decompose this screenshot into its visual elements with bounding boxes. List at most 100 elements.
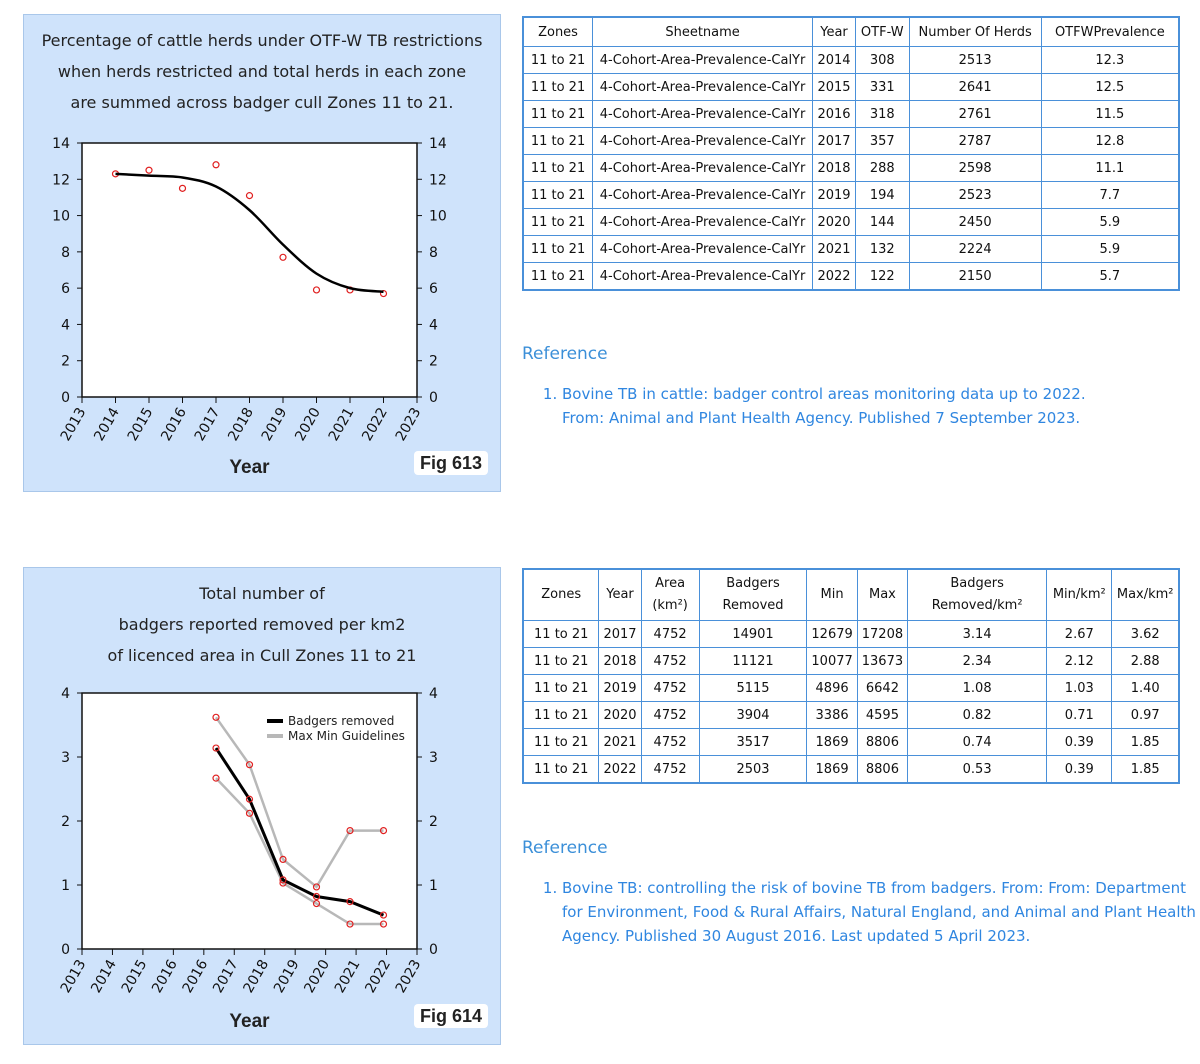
data-point <box>279 855 287 863</box>
x-axis-label: Year <box>229 1011 270 1032</box>
column-header: Min <box>806 568 858 621</box>
table-row: 11 to 21 4-Cohort-Area-Prevalence-CalYr 20… <box>522 181 1180 209</box>
guideline-line-max <box>214 716 384 889</box>
table-cell: 2021 <box>598 728 642 756</box>
x-tick-label: 2016 <box>149 957 181 996</box>
table-cell: 0.39 <box>1046 755 1113 784</box>
data-point <box>245 809 254 817</box>
table-cell: 132 <box>854 235 910 263</box>
data-point <box>346 827 354 835</box>
table-cell: 4752 <box>640 647 700 675</box>
y-tick-label-right: 10 <box>429 209 447 225</box>
table-cell: 1.08 <box>907 674 1048 702</box>
table-header-row: Zones Year Area (km²) Badgers Removed Min Max… <box>522 568 1180 621</box>
table-cell: 2787 <box>908 127 1042 155</box>
data-point <box>212 774 220 782</box>
x-tick-label: 2014 <box>88 957 120 996</box>
data-point <box>145 166 153 174</box>
table-cell: 11 to 21 <box>522 755 600 784</box>
table-cell: 3386 <box>806 701 858 729</box>
y-tick-label-right: 3 <box>429 750 438 766</box>
table-cell: 11 to 21 <box>522 181 594 209</box>
table-cell: 2015 <box>812 73 856 101</box>
table-cell: 14901 <box>698 620 808 648</box>
table-cell: 11.1 <box>1040 154 1180 182</box>
legend-label: Max Min Guidelines <box>288 729 405 743</box>
y-tick-label-left: 14 <box>52 136 70 152</box>
table-cell: 2018 <box>812 154 856 182</box>
y-tick-label-right: 4 <box>429 317 438 333</box>
x-tick-label: 2021 <box>332 957 364 996</box>
table-cell: 11 to 21 <box>522 46 594 74</box>
table-cell: 2018 <box>598 647 642 675</box>
chart-panel-fig614: Total number of badgers reported removed… <box>23 567 501 1045</box>
table-cell: 4-Cohort-Area-Prevalence-CalYr <box>592 154 814 182</box>
table-cell: 2014 <box>812 46 856 74</box>
x-tick-label: 2023 <box>393 957 425 996</box>
table-cell: 3.14 <box>907 620 1048 648</box>
table-cell: 331 <box>854 73 910 101</box>
figure-badge: Fig 613 <box>414 451 489 475</box>
reference-link[interactable]: Bovine TB in cattle: badger control area… <box>562 382 1122 430</box>
table-cell: 4752 <box>640 674 700 702</box>
x-tick-label: 2013 <box>58 405 90 444</box>
data-point <box>312 883 321 891</box>
table-cell: 4-Cohort-Area-Prevalence-CalYr <box>592 208 814 236</box>
table-cell: 1.85 <box>1111 755 1180 784</box>
x-tick-label: 2014 <box>91 405 123 444</box>
chart-title: Percentage of cattle herds under OTF-W T… <box>24 25 500 118</box>
table-cell: 2641 <box>908 73 1042 101</box>
table-cell: 1869 <box>806 755 858 784</box>
table-row: 11 to 21 2017 4752 14901 12679 17208 3.14 2.67 3… <box>522 620 1180 648</box>
table-cell: 11 to 21 <box>522 674 600 702</box>
data-point <box>245 761 254 769</box>
table-cell: 2450 <box>908 208 1042 236</box>
column-header: Number Of Herds <box>908 16 1042 47</box>
column-header: Year <box>598 568 642 621</box>
table-cell: 2.34 <box>907 647 1048 675</box>
column-header: Max/km² <box>1111 568 1180 621</box>
data-point <box>245 795 254 803</box>
table-cell: 2.12 <box>1046 647 1113 675</box>
table-cell: 5.9 <box>1040 208 1180 236</box>
table-cell: 6642 <box>856 674 909 702</box>
table-cell: 194 <box>854 181 910 209</box>
table-cell: 4752 <box>640 755 700 784</box>
table-cell: 2017 <box>598 620 642 648</box>
table-cell: 17208 <box>856 620 909 648</box>
x-tick-label: 2016 <box>180 957 212 996</box>
column-header: Badgers Removed <box>698 568 808 621</box>
table-cell: 10077 <box>806 647 858 675</box>
chart-panel-fig613: Percentage of cattle herds under OTF-W T… <box>23 14 501 492</box>
table-cell: 0.82 <box>907 701 1048 729</box>
data-point <box>379 827 388 835</box>
y-tick-label-right: 8 <box>429 245 438 261</box>
chart-title-line: when herds restricted and total herds in… <box>57 62 467 81</box>
plot-area <box>81 142 418 398</box>
x-tick-label: 2016 <box>158 405 190 444</box>
table-cell: 2022 <box>812 262 856 291</box>
column-header: Area (km²) <box>640 568 700 621</box>
table-cell: 1.40 <box>1111 674 1180 702</box>
table-cell: 11 to 21 <box>522 701 600 729</box>
table-cell: 5.7 <box>1040 262 1180 291</box>
table-row: 11 to 21 4-Cohort-Area-Prevalence-CalYr 20… <box>522 100 1180 128</box>
table-row: 11 to 21 4-Cohort-Area-Prevalence-CalYr 20… <box>522 127 1180 155</box>
table-cell: 4-Cohort-Area-Prevalence-CalYr <box>592 127 814 155</box>
reference-link[interactable]: Bovine TB: controlling the risk of bovin… <box>562 876 1200 948</box>
table-cell: 1.03 <box>1046 674 1113 702</box>
table-cell: 357 <box>854 127 910 155</box>
y-tick-label-left: 4 <box>61 317 70 333</box>
chart-title-line: Total number of <box>199 584 325 603</box>
x-tick-label: 2021 <box>326 405 358 444</box>
x-tick-label: 2020 <box>292 405 324 444</box>
x-tick-label: 2017 <box>192 405 224 444</box>
y-tick-label-right: 14 <box>429 136 447 152</box>
y-tick-label-left: 4 <box>61 686 70 702</box>
reference-list: Bovine TB in cattle: badger control area… <box>542 382 1122 430</box>
table-cell: 1869 <box>806 728 858 756</box>
table-cell: 12679 <box>806 620 858 648</box>
reference-heading: Reference <box>522 344 608 364</box>
table-cell: 12.5 <box>1040 73 1180 101</box>
data-point <box>178 184 187 192</box>
